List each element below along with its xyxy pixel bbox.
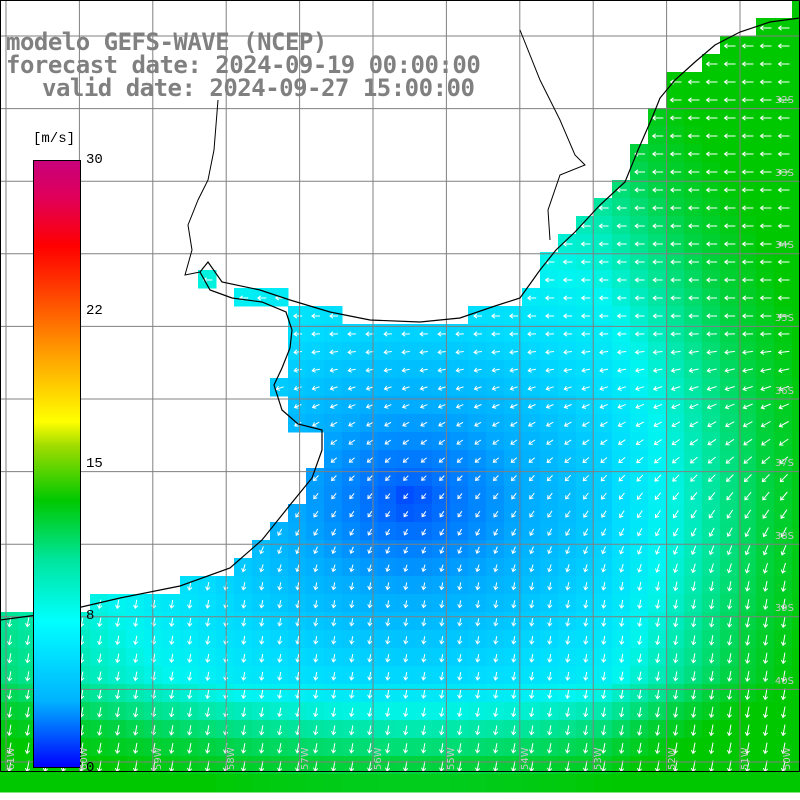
country-border bbox=[184, 29, 586, 276]
valid-date: valid date: 2024-09-27 15:00:00 bbox=[42, 74, 475, 102]
colorbar bbox=[33, 160, 81, 768]
colorbar-tick-22: 22 bbox=[86, 303, 103, 319]
colorbar-tick-0: 0 bbox=[86, 760, 95, 776]
colorbar-tick-30: 30 bbox=[86, 152, 103, 168]
model-title: modelo GEFS-WAVE (NCEP) bbox=[6, 28, 327, 56]
lat-label: 37S bbox=[774, 458, 794, 469]
lat-label: 32S bbox=[774, 95, 794, 106]
lon-label: 53W bbox=[593, 747, 604, 770]
lon-label: 55W bbox=[446, 747, 457, 770]
coastline bbox=[0, 17, 800, 621]
colorbar-unit: [m/s] bbox=[33, 131, 76, 147]
lat-label: 36S bbox=[774, 386, 794, 397]
colorbar-tick-8: 8 bbox=[86, 608, 95, 624]
lon-label: 56W bbox=[373, 747, 384, 770]
lon-label: 52W bbox=[667, 747, 678, 770]
lon-label: 54W bbox=[520, 747, 531, 770]
lat-label: 34S bbox=[774, 240, 794, 251]
lat-label: 39S bbox=[774, 603, 794, 614]
lon-label: 50W bbox=[782, 747, 793, 770]
lon-label: 61W bbox=[6, 747, 17, 770]
lon-label: 57W bbox=[300, 747, 311, 770]
lon-label: 60W bbox=[79, 747, 90, 770]
lon-label: 51W bbox=[740, 747, 751, 770]
lon-label: 59W bbox=[153, 747, 164, 770]
wind-arrows bbox=[6, 25, 790, 773]
lat-label: 40S bbox=[774, 676, 794, 687]
lat-label: 35S bbox=[774, 313, 794, 324]
lat-label: 33S bbox=[774, 168, 794, 179]
lat-lon-grid bbox=[0, 0, 800, 772]
forecast-date: forecast date: 2024-09-19 00:00:00 bbox=[6, 51, 481, 79]
lat-label: 38S bbox=[774, 531, 794, 542]
colorbar-tick-15: 15 bbox=[86, 456, 103, 472]
lon-label: 58W bbox=[226, 747, 237, 770]
